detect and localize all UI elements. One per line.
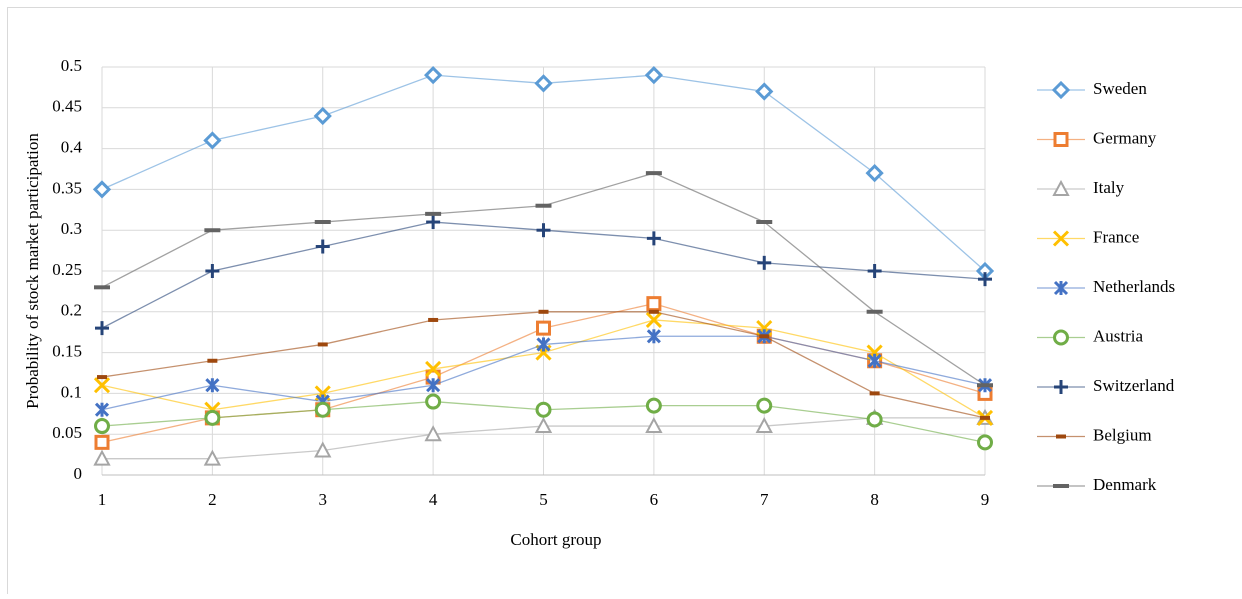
marker-part — [96, 436, 108, 448]
y-tick-label: 0 — [74, 464, 83, 483]
x-tick-label: 9 — [981, 490, 990, 509]
x-tick-label: 3 — [319, 490, 328, 509]
x-tick-label: 7 — [760, 490, 769, 509]
marker — [868, 413, 881, 426]
marker-part — [205, 133, 219, 147]
marker — [426, 68, 440, 82]
marker — [426, 215, 440, 229]
y-tick-label: 0.4 — [61, 138, 83, 157]
marker — [647, 399, 660, 412]
x-tick-label: 6 — [650, 490, 659, 509]
marker — [758, 399, 771, 412]
y-tick-label: 0.25 — [52, 260, 82, 279]
marker — [96, 436, 108, 448]
y-tick-label: 0.45 — [52, 97, 82, 116]
marker-part — [206, 411, 219, 424]
marker — [868, 264, 882, 278]
marker-part — [316, 403, 329, 416]
marker-part — [648, 298, 660, 310]
marker — [427, 395, 440, 408]
legend-label: Germany — [1093, 128, 1157, 147]
legend-label: Netherlands — [1093, 277, 1175, 296]
frame — [8, 8, 1242, 595]
marker — [648, 298, 660, 310]
marker-part — [537, 403, 550, 416]
y-tick-label: 0.35 — [52, 178, 82, 197]
marker-part — [1054, 83, 1068, 97]
legend-marker — [1054, 83, 1068, 97]
marker — [96, 403, 108, 417]
marker — [979, 436, 992, 449]
y-tick-label: 0.1 — [61, 382, 82, 401]
x-tick-label: 4 — [429, 490, 438, 509]
y-tick-label: 0.5 — [61, 56, 82, 75]
marker — [316, 403, 329, 416]
marker — [537, 403, 550, 416]
legend-label: Switzerland — [1093, 376, 1175, 395]
legend-label: Austria — [1093, 326, 1144, 345]
marker-part — [96, 420, 109, 433]
marker-part — [316, 109, 330, 123]
marker — [205, 264, 219, 278]
marker-part — [647, 399, 660, 412]
x-tick-label: 1 — [98, 490, 107, 509]
marker — [205, 133, 219, 147]
marker-part — [1055, 331, 1068, 344]
marker-part — [758, 399, 771, 412]
marker — [538, 322, 550, 334]
legend-marker — [1055, 134, 1067, 146]
marker — [647, 68, 661, 82]
legend-label: Italy — [1093, 178, 1125, 197]
marker-part — [95, 182, 109, 196]
legend-marker — [1055, 331, 1068, 344]
y-tick-label: 0.3 — [61, 219, 82, 238]
y-tick-label: 0.2 — [61, 301, 82, 320]
marker-part — [1055, 134, 1067, 146]
marker — [95, 321, 109, 335]
marker-part — [538, 322, 550, 334]
marker — [316, 109, 330, 123]
x-tick-label: 5 — [539, 490, 548, 509]
x-tick-label: 2 — [208, 490, 217, 509]
y-axis-title: Probability of stock market participatio… — [23, 133, 42, 409]
legend-label: France — [1093, 227, 1139, 246]
marker-part — [427, 395, 440, 408]
marker — [96, 420, 109, 433]
marker — [537, 76, 551, 90]
y-tick-label: 0.05 — [52, 423, 82, 442]
marker — [95, 182, 109, 196]
legend-label: Belgium — [1093, 425, 1152, 444]
marker — [316, 240, 330, 254]
y-tick-label: 0.15 — [52, 342, 82, 361]
marker-part — [757, 84, 771, 98]
marker-part — [979, 436, 992, 449]
legend-label: Denmark — [1093, 475, 1157, 494]
marker — [757, 84, 771, 98]
x-tick-label: 8 — [870, 490, 879, 509]
marker-part — [426, 68, 440, 82]
legend-marker — [1054, 380, 1068, 394]
marker — [537, 223, 551, 237]
marker — [206, 411, 219, 424]
legend-label: Sweden — [1093, 79, 1147, 98]
marker-part — [537, 76, 551, 90]
marker-part — [647, 68, 661, 82]
marker — [647, 231, 661, 245]
x-axis-title: Cohort group — [510, 530, 601, 549]
marker-part — [868, 413, 881, 426]
marker — [757, 256, 771, 270]
